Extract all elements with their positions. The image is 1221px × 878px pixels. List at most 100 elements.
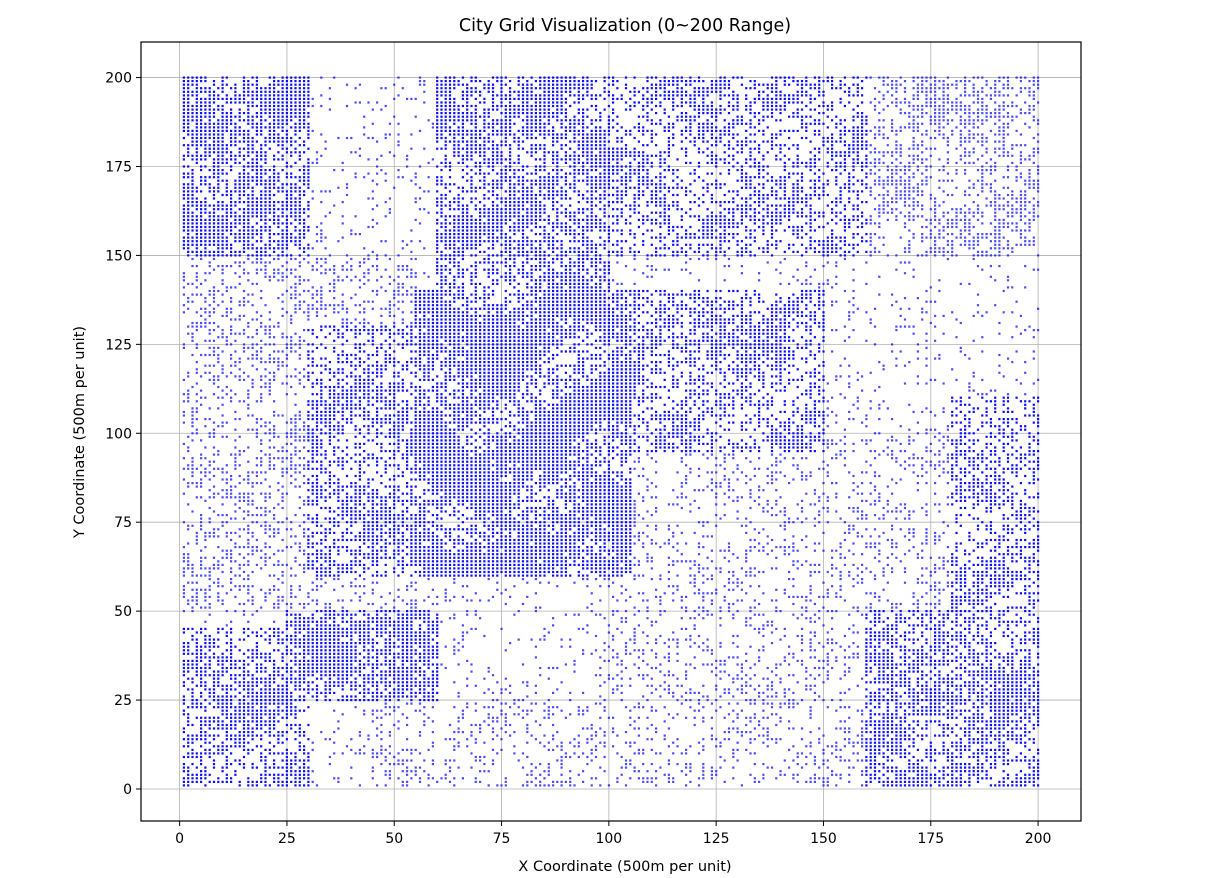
scatter-point — [363, 300, 366, 303]
scatter-point — [315, 400, 319, 403]
scatter-point — [290, 350, 293, 353]
scatter-point — [264, 563, 267, 566]
scatter-point — [234, 681, 237, 684]
scatter-point — [320, 691, 323, 694]
scatter-point — [285, 172, 288, 175]
scatter-point — [290, 136, 293, 140]
scatter-point — [315, 485, 319, 488]
scatter-point — [273, 585, 276, 588]
scatter-point — [315, 627, 319, 630]
scatter-point — [294, 752, 297, 755]
scatter-point — [260, 457, 263, 460]
scatter-point — [320, 556, 323, 559]
scatter-point — [324, 268, 327, 271]
scatter-point — [255, 329, 258, 332]
scatter-point — [187, 247, 190, 250]
scatter-point — [380, 709, 383, 712]
scatter-point — [204, 339, 207, 342]
scatter-point — [273, 688, 276, 691]
scatter-point — [242, 346, 246, 349]
scatter-point — [324, 574, 327, 577]
scatter-point — [315, 542, 319, 545]
scatter-point — [337, 457, 340, 460]
scatter-point — [273, 87, 276, 90]
scatter-point — [358, 503, 361, 506]
scatter-point — [333, 489, 336, 492]
scatter-point — [187, 218, 190, 221]
scatter-point — [234, 503, 237, 506]
scatter-point — [195, 371, 198, 374]
scatter-point — [225, 122, 228, 125]
scatter-point — [298, 741, 301, 744]
scatter-point — [397, 588, 400, 591]
scatter-point — [200, 706, 203, 709]
scatter-point — [234, 770, 237, 773]
scatter-point — [264, 136, 267, 140]
scatter-point — [315, 531, 319, 534]
scatter-point — [350, 656, 353, 659]
scatter-point — [384, 602, 387, 606]
scatter-point — [311, 265, 314, 268]
scatter-point — [393, 549, 396, 552]
scatter-point — [315, 474, 319, 478]
scatter-point — [320, 297, 323, 300]
scatter-point — [273, 129, 276, 132]
scatter-point — [255, 140, 258, 143]
scatter-point — [204, 179, 207, 182]
scatter-point — [290, 634, 293, 638]
scatter-point — [307, 460, 310, 463]
scatter-point — [238, 375, 241, 378]
scatter-point — [401, 624, 404, 627]
scatter-point — [191, 339, 194, 342]
scatter-point — [264, 158, 267, 161]
scatter-point — [294, 76, 297, 79]
scatter-point — [393, 535, 396, 538]
scatter-point — [298, 773, 301, 776]
scatter-point — [350, 400, 353, 403]
scatter-point — [255, 129, 258, 132]
scatter-point — [260, 695, 263, 698]
scatter-point — [376, 663, 379, 666]
scatter-point — [221, 279, 224, 282]
scatter-point — [242, 112, 246, 115]
scatter-point — [195, 204, 198, 207]
scatter-point — [367, 652, 370, 655]
scatter-point — [298, 193, 301, 197]
scatter-point — [225, 129, 228, 132]
scatter-point — [234, 674, 237, 677]
scatter-point — [217, 723, 220, 727]
scatter-point — [311, 492, 314, 495]
scatter-point — [247, 165, 250, 168]
scatter-point — [200, 439, 203, 442]
scatter-point — [191, 236, 194, 239]
scatter-point — [195, 538, 198, 542]
scatter-point — [281, 656, 284, 659]
scatter-point — [212, 492, 216, 495]
scatter-point — [268, 656, 271, 659]
scatter-point — [303, 257, 306, 261]
scatter-point — [230, 549, 233, 552]
scatter-point — [187, 627, 190, 630]
scatter-point — [303, 225, 306, 229]
scatter-point — [333, 304, 336, 307]
scatter-point — [277, 699, 280, 702]
scatter-point — [324, 499, 327, 502]
scatter-point — [354, 656, 357, 659]
scatter-point — [303, 101, 306, 104]
scatter-point — [311, 780, 314, 783]
scatter-point — [242, 297, 246, 300]
scatter-point — [380, 677, 383, 680]
scatter-point — [247, 713, 250, 716]
scatter-point — [303, 499, 306, 502]
scatter-point — [191, 677, 194, 680]
scatter-point — [242, 688, 246, 691]
scatter-point — [354, 489, 357, 492]
scatter-point — [212, 645, 216, 648]
scatter-point — [182, 585, 185, 588]
scatter-point — [285, 666, 288, 670]
scatter-point — [384, 172, 387, 175]
scatter-point — [247, 478, 250, 481]
scatter-point — [255, 610, 258, 613]
scatter-point — [221, 83, 224, 86]
scatter-point — [393, 332, 396, 335]
